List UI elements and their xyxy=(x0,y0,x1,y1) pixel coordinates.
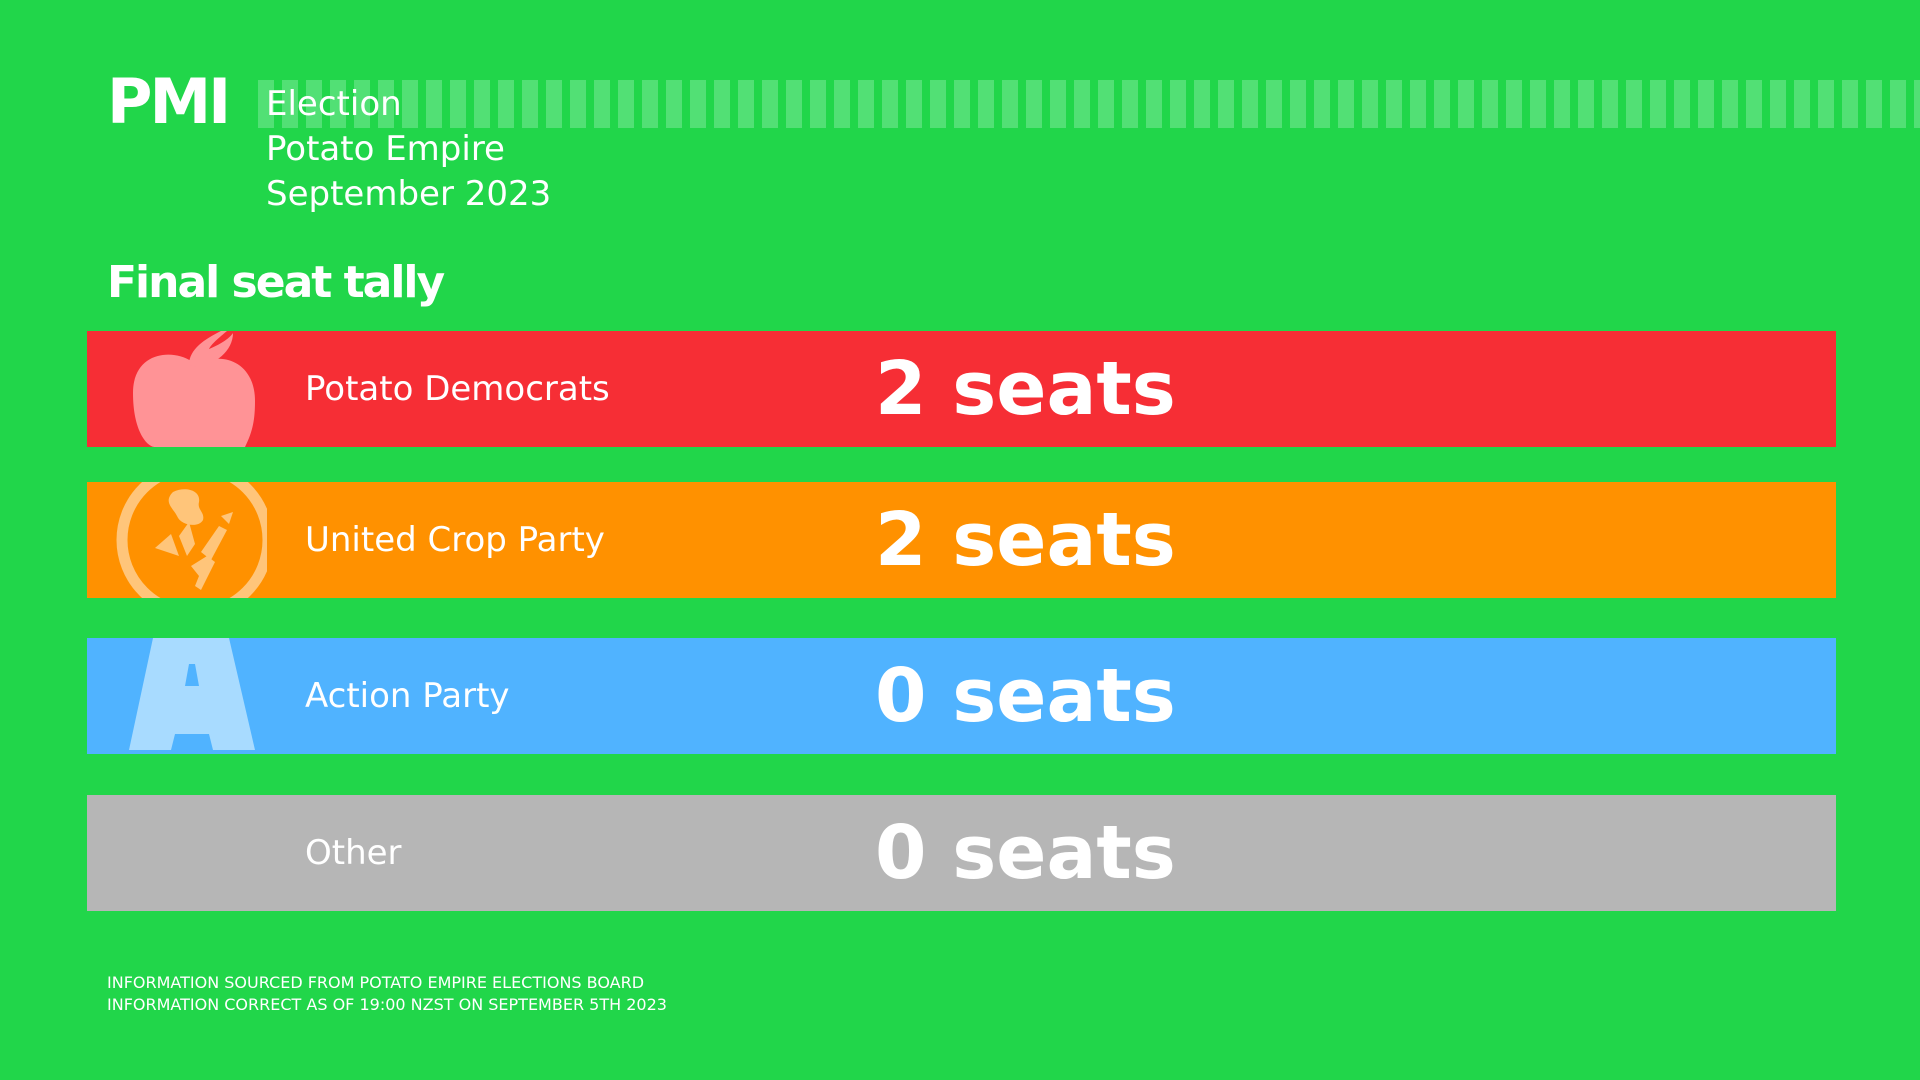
stripe-segment xyxy=(1122,80,1138,128)
stripe-segment xyxy=(1602,80,1618,128)
stripe-segment xyxy=(1746,80,1762,128)
stripe-segment xyxy=(1842,80,1858,128)
header-info: Election Potato Empire September 2023 xyxy=(266,82,551,217)
stripe-segment xyxy=(306,80,322,128)
pmi-logo: PMI xyxy=(107,65,231,138)
footer-timestamp: Information correct as of 19:00 NZST on … xyxy=(107,995,667,1014)
header-election: Election xyxy=(266,84,402,124)
stripe-segment xyxy=(690,80,706,128)
stripe-segment xyxy=(1554,80,1570,128)
stripe-segment xyxy=(1170,80,1186,128)
stripe-segment xyxy=(402,80,418,128)
stripe-segment xyxy=(762,80,778,128)
party-name: United Crop Party xyxy=(305,520,605,560)
stripe-segment xyxy=(1626,80,1642,128)
stripe-segment xyxy=(1650,80,1666,128)
stripe-segment xyxy=(474,80,490,128)
stripe-segment xyxy=(1266,80,1282,128)
stripe-segment xyxy=(258,80,274,128)
stripe-segment xyxy=(1410,80,1426,128)
chart-title: Final seat tally xyxy=(107,257,445,308)
stripe-segment xyxy=(1674,80,1690,128)
party-name: Potato Democrats xyxy=(305,369,610,409)
stripe-segment xyxy=(1002,80,1018,128)
stripe-segment xyxy=(378,80,394,128)
stripe-segment xyxy=(1362,80,1378,128)
stripe-segment xyxy=(1074,80,1090,128)
stripe-segment xyxy=(1578,80,1594,128)
stripe-segment xyxy=(642,80,658,128)
footer-notes: Information sourced from Potato Empire E… xyxy=(107,972,667,1016)
stripe-segment xyxy=(1770,80,1786,128)
stripe-segment xyxy=(1338,80,1354,128)
stripe-segment xyxy=(522,80,538,128)
stripe-segment xyxy=(1194,80,1210,128)
stripe-segment xyxy=(978,80,994,128)
stripe-segment xyxy=(1698,80,1714,128)
party-name: Action Party xyxy=(305,676,510,716)
seat-count: 0 seats xyxy=(875,653,1176,739)
stripe-segment xyxy=(354,80,370,128)
crop-wreath-logo-icon xyxy=(115,482,267,598)
letter-a-logo-icon xyxy=(115,638,267,754)
seat-count: 2 seats xyxy=(875,346,1176,432)
stripe-segment xyxy=(714,80,730,128)
stripe-segment xyxy=(954,80,970,128)
stripe-segment xyxy=(1890,80,1906,128)
stripe-segment xyxy=(738,80,754,128)
header-date: September 2023 xyxy=(266,174,552,214)
footer-source: Information sourced from Potato Empire E… xyxy=(107,973,645,992)
stripe-segment xyxy=(594,80,610,128)
stripe-segment xyxy=(546,80,562,128)
seat-count: 2 seats xyxy=(875,497,1176,583)
stripe-segment xyxy=(282,80,298,128)
stripe-segment xyxy=(1434,80,1450,128)
stripe-segment xyxy=(1458,80,1474,128)
stripe-segment xyxy=(1722,80,1738,128)
tally-row-united-crop-party: United Crop Party 2 seats xyxy=(87,482,1836,598)
stripe-segment xyxy=(1026,80,1042,128)
stripe-segment xyxy=(810,80,826,128)
stripe-segment xyxy=(426,80,442,128)
stripe-segment xyxy=(1146,80,1162,128)
stripe-segment xyxy=(330,80,346,128)
stripe-segment xyxy=(786,80,802,128)
stripe-segment xyxy=(906,80,922,128)
stripe-segment xyxy=(1242,80,1258,128)
stripe-segment xyxy=(1050,80,1066,128)
stripe-segment xyxy=(1818,80,1834,128)
stripe-segment xyxy=(858,80,874,128)
stripe-segment xyxy=(1506,80,1522,128)
party-name: Other xyxy=(305,833,402,873)
stripe-segment xyxy=(666,80,682,128)
stripe-segment xyxy=(498,80,514,128)
stripe-segment xyxy=(930,80,946,128)
header-region: Potato Empire xyxy=(266,129,505,169)
decorative-stripes xyxy=(258,80,1920,128)
stripe-segment xyxy=(1866,80,1882,128)
stripe-segment xyxy=(1794,80,1810,128)
stripe-segment xyxy=(882,80,898,128)
stripe-segment xyxy=(834,80,850,128)
stripe-segment xyxy=(1386,80,1402,128)
stripe-segment xyxy=(570,80,586,128)
stripe-segment xyxy=(1290,80,1306,128)
tally-row-other: Other 0 seats xyxy=(87,795,1836,911)
apple-logo-icon xyxy=(115,331,267,447)
stripe-segment xyxy=(450,80,466,128)
stripe-segment xyxy=(1482,80,1498,128)
stripe-segment xyxy=(1314,80,1330,128)
stripe-segment xyxy=(618,80,634,128)
tally-row-potato-democrats: Potato Democrats 2 seats xyxy=(87,331,1836,447)
seat-count: 0 seats xyxy=(875,810,1176,896)
stripe-segment xyxy=(1218,80,1234,128)
stripe-segment xyxy=(1914,80,1920,128)
stripe-segment xyxy=(1530,80,1546,128)
stripe-segment xyxy=(1098,80,1114,128)
tally-row-action-party: Action Party 0 seats xyxy=(87,638,1836,754)
